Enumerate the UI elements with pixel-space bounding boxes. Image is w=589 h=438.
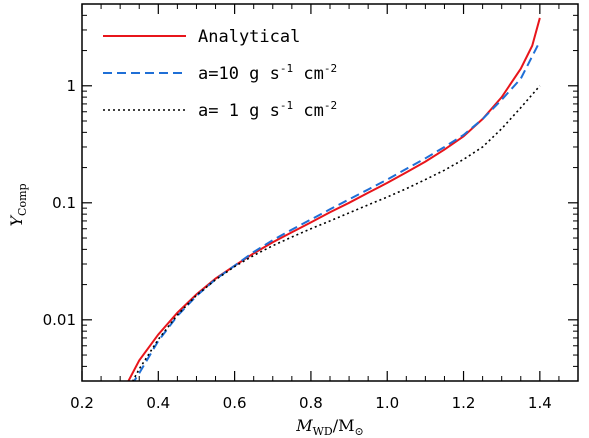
series-line-3 <box>131 85 541 381</box>
x-tick-label: 1.4 <box>528 394 552 412</box>
x-tick-label: 0.6 <box>223 394 247 412</box>
x-tick-label: 0.4 <box>146 394 170 412</box>
y-tick-label: 1 <box>66 77 76 95</box>
legend: Analytical a=10 g s-1 cm-2 a= 1 g s-1 cm-2 <box>103 27 337 121</box>
plot-frame <box>81 3 579 382</box>
x-tick-label: 0.2 <box>70 394 94 412</box>
legend-label-2: a=10 g s-1 cm-2 <box>198 62 337 84</box>
axis-ticks <box>81 3 579 382</box>
y-axis-label: YComp <box>7 183 29 226</box>
legend-label-1: Analytical <box>198 27 300 47</box>
series-layer <box>127 17 541 381</box>
x-tick-label: 1.0 <box>375 394 399 412</box>
legend-label-3: a= 1 g s-1 cm-2 <box>198 99 337 121</box>
x-axis-label: MWD/M⊙ <box>295 416 364 438</box>
series-line-2 <box>132 40 541 381</box>
y-tick-label: 0.01 <box>43 311 76 329</box>
y-tick-label: 0.1 <box>52 194 76 212</box>
x-tick-label: 0.8 <box>299 394 323 412</box>
x-tick-label: 1.2 <box>452 394 476 412</box>
tick-labels: 0.2 0.4 0.6 0.8 1.0 1.2 1.4 0.01 0.1 1 <box>43 77 552 412</box>
